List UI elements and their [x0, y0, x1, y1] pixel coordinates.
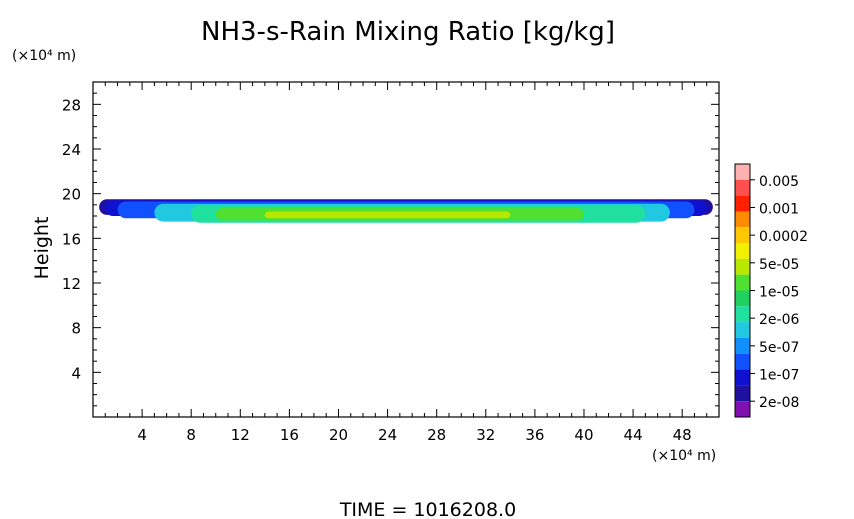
colorbar-swatch: [735, 306, 750, 323]
colorbar-label: 1e-05: [759, 285, 799, 301]
colorbar-swatch: [735, 401, 750, 417]
contour-layer-6: [264, 211, 511, 219]
y-tick-label: 24: [62, 141, 81, 159]
colorbar-swatch: [735, 337, 750, 354]
colorbar-swatch: [735, 243, 750, 259]
y-axis-label: Height: [31, 217, 53, 280]
colorbar-swatch: [735, 195, 750, 212]
x-tick-label: 40: [574, 426, 593, 444]
colorbar-swatch: [735, 227, 750, 244]
x-tick-label: 36: [525, 426, 544, 444]
colorbar-label: 5e-07: [759, 340, 799, 356]
colorbar-swatch: [735, 179, 750, 196]
y-tick-label: 12: [62, 275, 81, 293]
colorbar-swatch: [735, 322, 750, 338]
colorbar-label: 5e-05: [759, 257, 799, 273]
x-tick-label: 24: [378, 426, 397, 444]
colorbar-swatch: [735, 369, 750, 386]
x-tick-label: 20: [329, 426, 348, 444]
x-tick-label: 44: [624, 426, 643, 444]
colorbar-swatch: [735, 274, 750, 291]
colorbar-label: 0.005: [759, 174, 799, 190]
time-label: TIME = 1016208.0: [339, 499, 516, 519]
x-tick-label: 48: [673, 426, 692, 444]
chart-title: NH3-s-Rain Mixing Ratio [kg/kg]: [201, 17, 615, 47]
y-tick-label: 4: [71, 364, 81, 382]
colorbar-label: 0.001: [759, 201, 799, 217]
colorbar-swatch: [735, 258, 750, 275]
colorbar: 0.005 0.001 0.0002 5e-05 1e-05 2e-06 5e-07 1e-0…: [734, 163, 808, 418]
y-tick-label: 8: [71, 320, 81, 338]
x-tick-label: 12: [231, 426, 250, 444]
y-tick-label: 20: [62, 186, 81, 204]
y-tick-label: 28: [62, 96, 81, 114]
colorbar-label: 0.0002: [759, 229, 808, 245]
plot-frame: [92, 81, 720, 418]
colorbar-swatch: [735, 290, 750, 307]
y-tick-label: 16: [62, 230, 81, 248]
colorbar-swatch: [735, 385, 750, 402]
colorbar-swatch: [735, 211, 750, 228]
x-tick-label: 28: [427, 426, 446, 444]
colorbar-label: 2e-08: [759, 395, 799, 411]
x-tick-label: 8: [186, 426, 196, 444]
x-tick-label: 32: [476, 426, 495, 444]
colorbar-label: 1e-07: [759, 368, 799, 384]
x-tick-label: 4: [137, 426, 147, 444]
colorbar-swatch: [735, 353, 750, 370]
colorbar-label: 2e-06: [759, 312, 799, 328]
x-tick-label: 16: [280, 426, 299, 444]
y-unit-label: (×10⁴ m): [12, 48, 76, 64]
colorbar-swatch: [735, 164, 750, 180]
x-unit-label: (×10⁴ m): [652, 448, 716, 464]
